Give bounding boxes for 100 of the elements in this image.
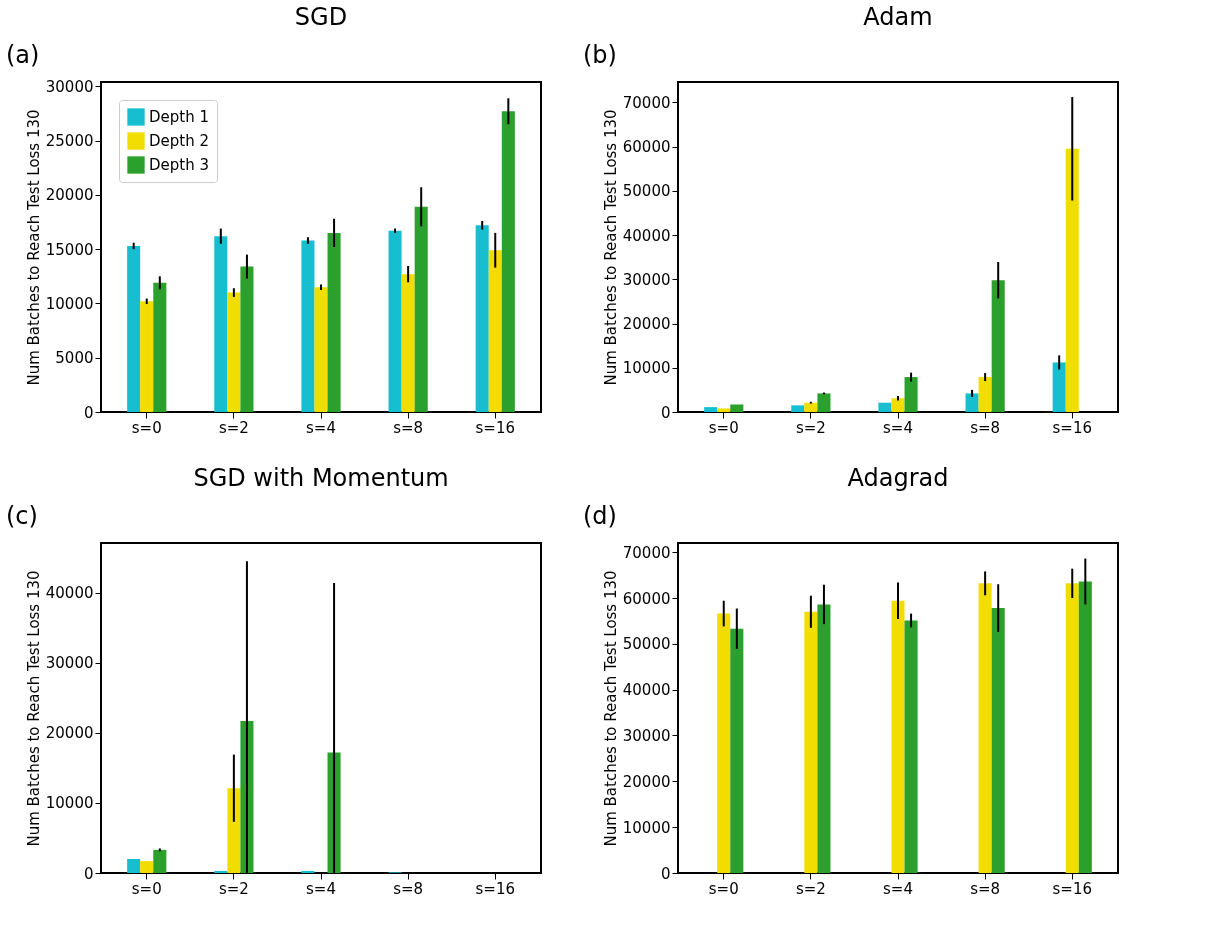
bar [153, 849, 167, 873]
bar [240, 266, 254, 412]
x-tick-label: s=8 [970, 418, 1001, 437]
bar [904, 620, 918, 873]
legend-label: Depth 2 [149, 132, 209, 150]
y-tick-label: 0 [660, 403, 671, 422]
bar [388, 230, 402, 412]
bar [891, 600, 905, 873]
y-tick-label: 60000 [622, 589, 671, 608]
y-tick-label: 10000 [622, 359, 671, 378]
y-axis-title: Num Batches to Reach Test Loss 130 [24, 570, 43, 847]
y-tick-label: 70000 [622, 543, 671, 562]
bar [891, 398, 905, 412]
legend-label: Depth 3 [149, 156, 209, 174]
bar [804, 402, 818, 412]
bar [704, 407, 718, 412]
bar [140, 301, 154, 412]
x-tick-label: s=4 [306, 879, 336, 898]
text: (d) [583, 502, 617, 530]
bar [904, 377, 918, 412]
bar [730, 404, 744, 412]
bar [965, 393, 979, 412]
bar [730, 628, 744, 873]
bar [227, 788, 241, 873]
y-tick-label: 20000 [622, 315, 671, 334]
y-tick-label: 10000 [45, 294, 94, 313]
x-tick-label: s=4 [883, 418, 913, 437]
y-tick-label: 15000 [45, 240, 94, 259]
x-tick-label: s=0 [708, 879, 739, 898]
bar [1065, 148, 1079, 412]
y-tick-label: 40000 [45, 584, 94, 603]
bar [978, 377, 992, 412]
y-tick-label: 30000 [622, 270, 671, 289]
y-tick-label: 20000 [45, 724, 94, 743]
bar [327, 232, 341, 412]
y-tick-label: 70000 [622, 93, 671, 112]
text: (b) [583, 41, 617, 69]
y-tick-label: 5000 [55, 349, 94, 368]
x-tick-label: s=2 [795, 418, 826, 437]
y-tick-label: 50000 [622, 635, 671, 654]
y-tick-label: 30000 [45, 654, 94, 673]
y-tick-label: 40000 [622, 226, 671, 245]
bar [153, 282, 167, 412]
x-tick-label: s=8 [970, 879, 1001, 898]
x-tick-label: s=0 [131, 879, 162, 898]
bar [127, 858, 141, 873]
x-tick-label: s=16 [475, 418, 515, 437]
x-tick-label: s=8 [393, 879, 424, 898]
bar [214, 236, 228, 412]
bar [817, 604, 831, 873]
legend-label: Depth 1 [149, 108, 209, 126]
chart-title: Adagrad [847, 464, 949, 492]
y-tick-label: 60000 [622, 138, 671, 157]
bar [978, 583, 992, 873]
bar [501, 111, 515, 412]
x-tick-label: s=16 [1052, 418, 1092, 437]
x-tick-label: s=0 [708, 418, 739, 437]
bar [214, 870, 228, 873]
bar [1078, 581, 1092, 873]
bar [1065, 583, 1079, 873]
x-tick-label: s=2 [795, 879, 826, 898]
bar [804, 611, 818, 873]
bar [227, 292, 241, 412]
text: (c) [6, 502, 38, 530]
bar [314, 287, 328, 412]
y-tick-label: 20000 [622, 772, 671, 791]
text: (a) [6, 41, 40, 69]
bar [991, 608, 1005, 873]
x-tick-label: s=16 [475, 879, 515, 898]
x-tick-label: s=2 [218, 879, 249, 898]
y-tick-label: 20000 [45, 186, 94, 205]
y-tick-label: 0 [660, 864, 671, 883]
x-tick-label: s=0 [131, 418, 162, 437]
bar [488, 250, 502, 412]
x-tick-label: s=16 [1052, 879, 1092, 898]
y-tick-label: 0 [83, 403, 94, 422]
y-axis-title: Num Batches to Reach Test Loss 130 [601, 570, 620, 847]
x-tick-label: s=4 [883, 879, 913, 898]
bar [475, 225, 489, 412]
bar [140, 861, 154, 873]
y-tick-label: 10000 [622, 818, 671, 837]
chart-title: SGD with Momentum [193, 464, 449, 492]
x-tick-label: s=8 [393, 418, 424, 437]
x-tick-label: s=2 [218, 418, 249, 437]
bar [991, 280, 1005, 412]
y-axis-title: Num Batches to Reach Test Loss 130 [601, 109, 620, 386]
bar [878, 402, 892, 412]
bar [301, 870, 315, 873]
bar [401, 274, 415, 412]
x-tick-label: s=4 [306, 418, 336, 437]
y-axis-title: Num Batches to Reach Test Loss 130 [24, 109, 43, 386]
y-tick-label: 25000 [45, 132, 94, 151]
bar [717, 408, 731, 412]
y-tick-label: 0 [83, 864, 94, 883]
bar [127, 245, 141, 412]
y-tick-label: 50000 [622, 182, 671, 201]
bar [817, 393, 831, 412]
bar [1052, 362, 1066, 412]
y-tick-label: 40000 [622, 681, 671, 700]
chart-title: SGD [294, 3, 348, 31]
